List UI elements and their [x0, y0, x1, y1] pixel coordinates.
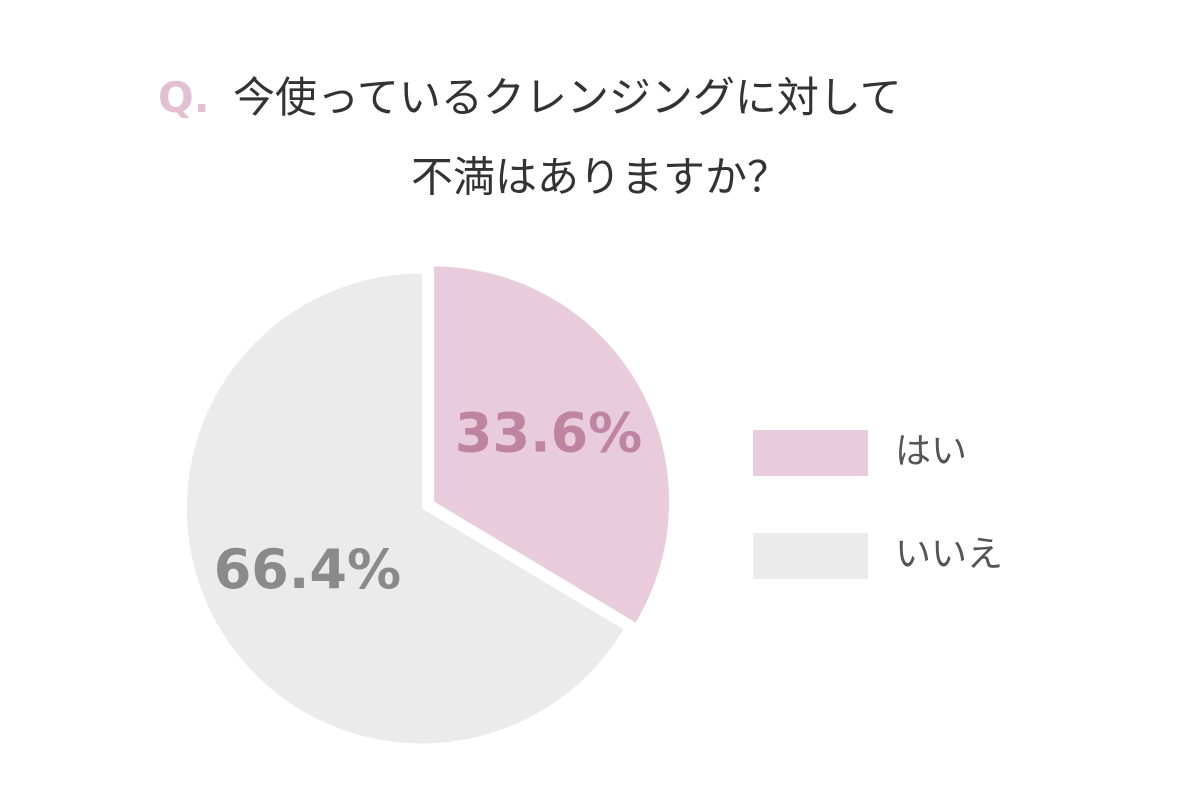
- chart-title: Q. 今使っているクレンジングに対して: [158, 73, 902, 122]
- title-marker: Q.: [158, 73, 210, 122]
- pie-slice: [186, 273, 624, 744]
- legend-label: いいえ: [895, 534, 1003, 575]
- value-label: 66.4%: [214, 538, 401, 601]
- value-label: 33.6%: [455, 401, 642, 464]
- legend-label: はい: [895, 431, 967, 472]
- legend-swatch: [753, 430, 868, 476]
- title-line: 不満はありますか？: [411, 153, 789, 202]
- pie-slice: [434, 266, 670, 623]
- legend-swatch: [753, 533, 868, 579]
- title-line: 今使っているクレンジングに対して: [233, 73, 902, 122]
